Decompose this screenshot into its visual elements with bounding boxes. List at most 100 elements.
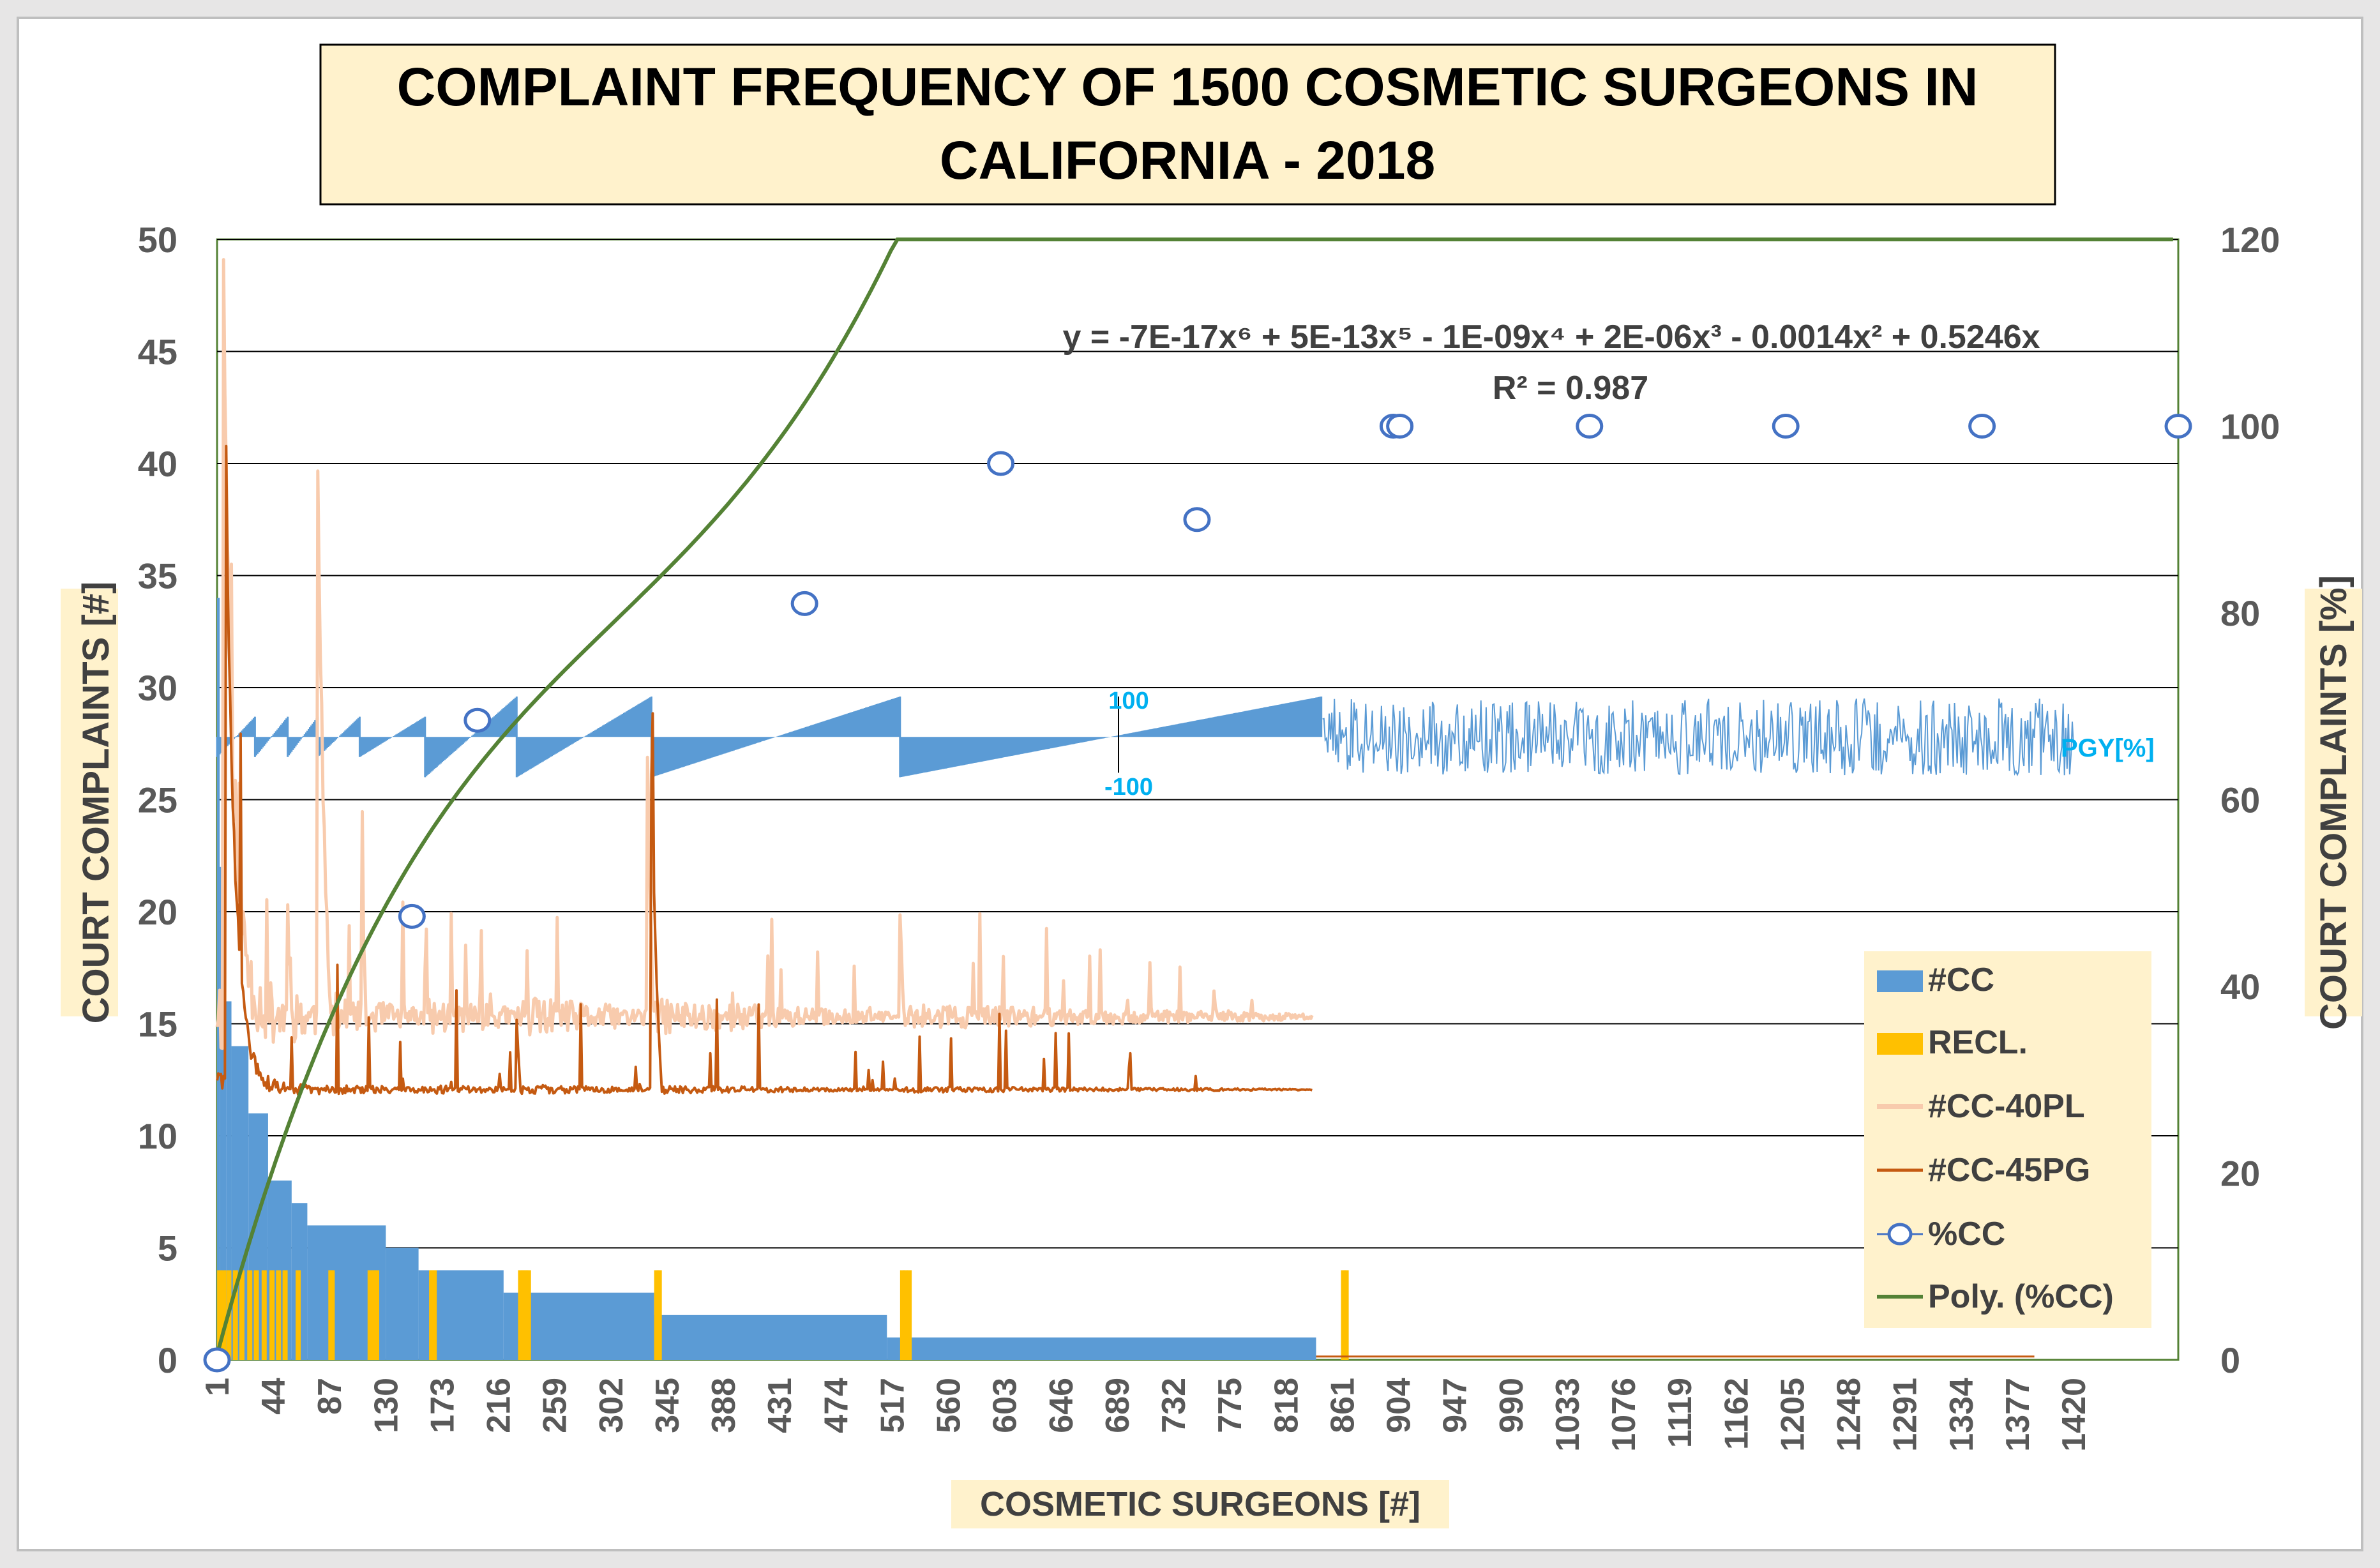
recl-bar [232, 1270, 238, 1360]
y2-tick-label: 20 [2220, 1154, 2260, 1194]
legend-swatch-pct [1887, 1223, 1913, 1246]
pgy-series [216, 697, 2075, 778]
legend-label-cc: #CC [1928, 961, 1994, 999]
trendline-r2: R² = 0.987 [1493, 370, 1648, 407]
recl-bar [518, 1270, 523, 1360]
pct-cc-markers [203, 414, 2192, 1373]
legend-box [1864, 951, 2151, 1328]
pgy-scale-top: 100 [1108, 688, 1149, 714]
x-tick-label: 1 [199, 1378, 236, 1396]
pct-marker [203, 1347, 231, 1373]
pct-marker [463, 707, 492, 733]
recl-bar [900, 1270, 905, 1360]
x-tick-label: 775 [1212, 1378, 1249, 1433]
x-tick-label: 689 [1099, 1378, 1136, 1433]
recl-bar [217, 1270, 223, 1360]
pct-marker [2164, 414, 2192, 439]
y-tick-label: 35 [138, 556, 177, 596]
y-tick-label: 30 [138, 668, 177, 708]
x-tick-label: 216 [481, 1378, 518, 1433]
x-tick-label: 302 [593, 1378, 630, 1433]
x-tick-label: 517 [874, 1378, 911, 1433]
pct-marker [987, 451, 1015, 476]
y2-tick-label: 0 [2220, 1340, 2240, 1380]
recl-bar [654, 1270, 659, 1360]
x-tick-label: 388 [705, 1378, 742, 1433]
legend-label-poly: Poly. (%CC) [1928, 1278, 2114, 1315]
x-tick-label: 861 [1324, 1378, 1361, 1433]
y-tick-label: 25 [138, 780, 177, 820]
x-tick-label: 431 [762, 1378, 799, 1433]
x-axis: 1 44 87 130 173 216 259 302 345 388 431 474 517 560 60… [199, 1378, 2093, 1452]
x-tick-label: 1334 [1943, 1378, 1980, 1452]
recl-bar [520, 1270, 526, 1360]
cc-bar [887, 1337, 1316, 1360]
pct-marker [1386, 414, 1414, 439]
legend-label-recl: RECL. [1928, 1024, 2028, 1061]
legend-swatch-recl [1877, 1033, 1923, 1055]
recl-bar [296, 1270, 301, 1360]
x-tick-label: 173 [424, 1378, 461, 1433]
pgy-label: PGY[%] [2061, 734, 2155, 762]
recl-bar [239, 1270, 245, 1360]
recl-bar [371, 1270, 377, 1360]
poly-line [215, 237, 2173, 1356]
x-tick-label: 1205 [1774, 1378, 1811, 1452]
pct-marker [1183, 507, 1211, 532]
recl-bar [525, 1270, 531, 1360]
legend-label-pct: %CC [1928, 1216, 2005, 1253]
y-tick-label: 45 [138, 332, 177, 372]
x-tick-label: 1248 [1831, 1378, 1868, 1452]
y2-tick-label: 40 [2220, 967, 2260, 1007]
x-tick-label: 259 [537, 1378, 574, 1433]
x-axis-title-bg [951, 1480, 1449, 1528]
recl-bar [523, 1270, 529, 1360]
cc-bar [654, 1315, 887, 1360]
x-tick-label: 1377 [2000, 1378, 2037, 1452]
cc40-line [215, 258, 1314, 1050]
recl-bar [429, 1270, 435, 1360]
x-tick-label: 1162 [1718, 1378, 1755, 1450]
y-tick-label: 40 [138, 444, 177, 484]
y-axis-title: COURT COMPLAINTS [#] [75, 582, 117, 1024]
cc-bar [220, 866, 227, 1360]
y2-tick-label: 60 [2220, 780, 2260, 820]
recl-bar [907, 1270, 912, 1360]
recl-bar [367, 1270, 373, 1360]
recl-bar [656, 1270, 662, 1360]
x-tick-label: 947 [1437, 1378, 1474, 1433]
pct-marker [1576, 414, 1604, 439]
x-tick-label: 646 [1043, 1378, 1080, 1433]
cc-bar [226, 1001, 232, 1360]
recl-bar [276, 1270, 282, 1360]
cc-45pg-series [216, 444, 2035, 1358]
pct-marker [790, 591, 818, 616]
y-tick-label: 20 [138, 892, 177, 932]
x-tick-label: 345 [649, 1378, 686, 1433]
y-axis-right: 0 20 40 60 80 100 120 [2220, 220, 2280, 1380]
recl-bar [261, 1270, 267, 1360]
recl-bar [432, 1270, 437, 1360]
x-tick-label: 1420 [2056, 1378, 2093, 1452]
cc-bar [217, 598, 220, 1360]
x-tick-label: 87 [312, 1378, 349, 1415]
recl-bar [1341, 1270, 1346, 1360]
trendline-equation: y = -7E-17x⁶ + 5E-13x⁵ - 1E-09x⁴ + 2E-06… [1062, 319, 2040, 356]
poly-trendline [215, 237, 2173, 1356]
y-tick-label: 10 [138, 1116, 177, 1156]
x-tick-label: 1291 [1887, 1378, 1924, 1452]
x-tick-label: 818 [1268, 1378, 1305, 1433]
x-tick-label: 732 [1156, 1378, 1193, 1433]
recl-bar [247, 1270, 253, 1360]
chart-title-line-2: CALIFORNIA - 2018 [940, 130, 1435, 190]
recl-bar [282, 1270, 288, 1360]
x-tick-label: 560 [931, 1378, 968, 1433]
y-axis-left: 0 5 10 15 20 25 30 35 40 45 50 [138, 220, 177, 1380]
title-box [319, 43, 2056, 206]
legend-swatch-cc [1877, 970, 1923, 992]
pgy-noise [1322, 698, 2075, 777]
y2-axis-title-bg [2305, 589, 2362, 1016]
recl-bar [253, 1270, 259, 1360]
x-axis-title: COSMETIC SURGEONS [#] [980, 1485, 1420, 1523]
